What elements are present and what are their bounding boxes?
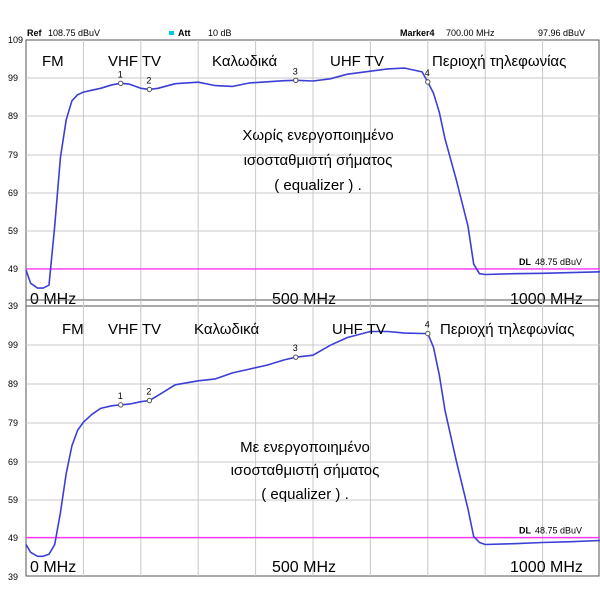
band-label: VHF TV: [108, 321, 161, 338]
marker-point: [293, 354, 299, 360]
y-tick-label: 49: [8, 264, 18, 274]
band-label: VHF TV: [108, 53, 161, 70]
y-tick-label: 39: [8, 301, 18, 311]
marker-point: [118, 80, 124, 87]
marker-point: [146, 86, 153, 93]
annotation-line: ισοσταθμιστή σήματος: [231, 462, 380, 479]
marker-number-label: 3: [293, 343, 298, 353]
display-line-label: DL: [519, 526, 531, 536]
y-tick-label: 39: [8, 572, 18, 582]
band-label: Περιοχή τηλεφωνίας: [432, 53, 566, 70]
ref-value: 108.75 dBuV: [48, 28, 100, 38]
band-label: UHF TV: [330, 53, 384, 70]
markers: 1 2 3 4: [118, 320, 431, 408]
marker-number-label: 2: [146, 75, 151, 85]
chart-labels: DL 48.75 dBuV FM VHF TV Καλωδικά UHF TV Περιοχ…: [30, 53, 583, 308]
annotation-line: ( equalizer ) .: [261, 486, 349, 503]
ref-label: Ref: [27, 28, 43, 38]
y-tick-label: 49: [8, 533, 18, 543]
marker-number-label: 2: [146, 387, 151, 397]
grid: [25, 299, 600, 577]
band-label: Περιοχή τηλεφωνίας: [440, 321, 574, 338]
display-line-value: 48.75 dBuV: [535, 257, 582, 267]
marker-point: [118, 402, 124, 408]
y-tick-label: 99: [8, 73, 18, 83]
x-axis-label: 1000 MHz: [510, 559, 583, 576]
marker-number-label: 3: [293, 66, 298, 76]
att-indicator-icon: [169, 31, 174, 35]
band-label: Καλωδικά: [212, 53, 277, 70]
spectrum-chart-with-equalizer: 1 2 3 4 99 89 79 69 59 49 39 DL 48.75 dBuV FM VHF TV…: [8, 299, 600, 582]
y-tick-label: 69: [8, 457, 18, 467]
spectrum-trace-line: [25, 67, 600, 289]
x-axis-label: 500 MHz: [272, 559, 336, 576]
spectrum-chart-without-equalizer: 1 2 3 4 109 99 89 79 69 59 49 39 DL 48.75 dBuV FM VHF…: [8, 35, 600, 311]
y-tick-label: 89: [8, 111, 18, 121]
y-tick-label: 79: [8, 418, 18, 428]
att-value: 10 dB: [208, 28, 232, 38]
markers: 1 2 3 4: [118, 66, 431, 93]
analyzer-header: Ref 108.75 dBuV Att 10 dB Marker4 700.00…: [27, 28, 585, 38]
y-tick-label: 109: [8, 35, 23, 45]
y-tick-label: 89: [8, 379, 18, 389]
marker-point: [146, 397, 153, 404]
marker-point: [425, 79, 431, 85]
display-line-label: DL: [519, 257, 531, 267]
att-label: Att: [178, 28, 191, 38]
trace: [25, 67, 600, 289]
annotation-line: Με ενεργοποιημένο: [240, 439, 370, 456]
display-line-value: 48.75 dBuV: [535, 526, 582, 536]
annotation-line: Χωρίς ενεργοποιημένο: [242, 127, 393, 144]
y-tick-label: 59: [8, 226, 18, 236]
y-tick-label: 59: [8, 495, 18, 505]
y-axis-ticks: 109 99 89 79 69 59 49 39: [8, 35, 23, 311]
band-label: FM: [62, 321, 84, 338]
annotation-line: ( equalizer ) .: [274, 177, 362, 194]
marker-number-label: 4: [425, 68, 430, 78]
x-axis-label: 0 MHz: [30, 559, 76, 576]
marker-frequency: 700.00 MHz: [446, 28, 495, 38]
y-tick-label: 79: [8, 150, 18, 160]
spectrum-trace-line: [25, 330, 600, 558]
band-label: FM: [42, 53, 64, 70]
marker-point: [293, 77, 299, 83]
marker-level: 97.96 dBuV: [538, 28, 585, 38]
marker-number-label: 1: [118, 391, 123, 401]
grid: [25, 39, 600, 307]
y-tick-label: 69: [8, 188, 18, 198]
trace: [25, 330, 600, 558]
band-label: UHF TV: [332, 321, 386, 338]
chart-labels: DL 48.75 dBuV FM VHF TV Καλωδικά UHF TV Περιοχ…: [30, 321, 583, 576]
marker-number-label: 4: [425, 320, 430, 330]
marker-label: Marker4: [400, 28, 435, 38]
marker-point: [425, 330, 431, 337]
marker-number-label: 1: [118, 69, 123, 79]
y-axis-ticks: 99 89 79 69 59 49 39: [8, 340, 18, 582]
band-label: Καλωδικά: [194, 321, 259, 338]
annotation-line: ισοσταθμιστή σήματος: [244, 152, 393, 169]
y-tick-label: 99: [8, 340, 18, 350]
